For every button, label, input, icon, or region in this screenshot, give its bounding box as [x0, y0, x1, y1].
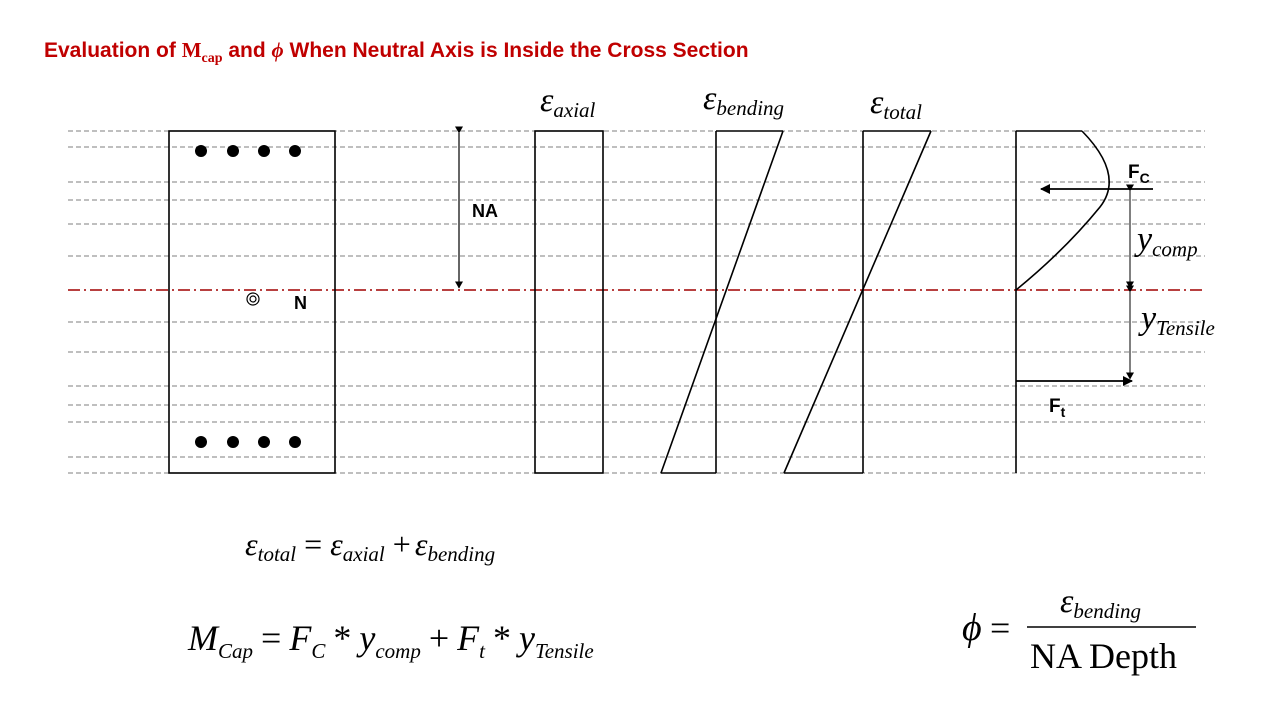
- page-title: Evaluation of Mcap and ϕ When Neutral Ax…: [44, 38, 749, 67]
- rebar-bottom-2: [227, 436, 239, 448]
- bending-strain-diagram: [660, 130, 784, 474]
- axial-load-icon: [246, 292, 260, 306]
- axial-load-label: N: [294, 293, 307, 313]
- axial-strain-label: εaxial: [540, 82, 596, 122]
- tension-force-label: Ft: [1049, 396, 1066, 420]
- cross-section: N: [168, 130, 336, 474]
- strain-equation: εtotal = εaxial + εbending: [245, 526, 495, 566]
- y-comp-label: ycomp: [1134, 221, 1198, 261]
- na-label: NA: [472, 201, 498, 221]
- rebar-top-2: [227, 145, 239, 157]
- compression-force-label: FC: [1128, 162, 1150, 186]
- curvature-equation: ϕ = εbending NA Depth: [962, 583, 1196, 676]
- phi-symbol: ϕ: [962, 607, 982, 649]
- axial-strain-block: [534, 130, 604, 474]
- rebar-top-1: [195, 145, 207, 157]
- rebar-top-3: [258, 145, 270, 157]
- stress-diagram: [1015, 130, 1110, 473]
- curvature-numerator: εbending: [1060, 583, 1141, 623]
- rebar-top-4: [289, 145, 301, 157]
- rebar-bottom-3: [258, 436, 270, 448]
- total-strain-label: εtotal: [870, 84, 922, 124]
- equals-sign: =: [990, 608, 1010, 648]
- bending-strain-label: εbending: [703, 80, 784, 120]
- total-strain-diagram: [783, 130, 932, 474]
- rebar-bottom-4: [289, 436, 301, 448]
- moment-capacity-equation: MCap = FC * ycomp + Ft * yTensile: [187, 618, 594, 663]
- dashed-gridlines: [68, 130, 1205, 474]
- y-tensile-label: yTensile: [1138, 300, 1215, 340]
- rebar-bottom-1: [195, 436, 207, 448]
- curvature-denominator: NA Depth: [1030, 636, 1177, 676]
